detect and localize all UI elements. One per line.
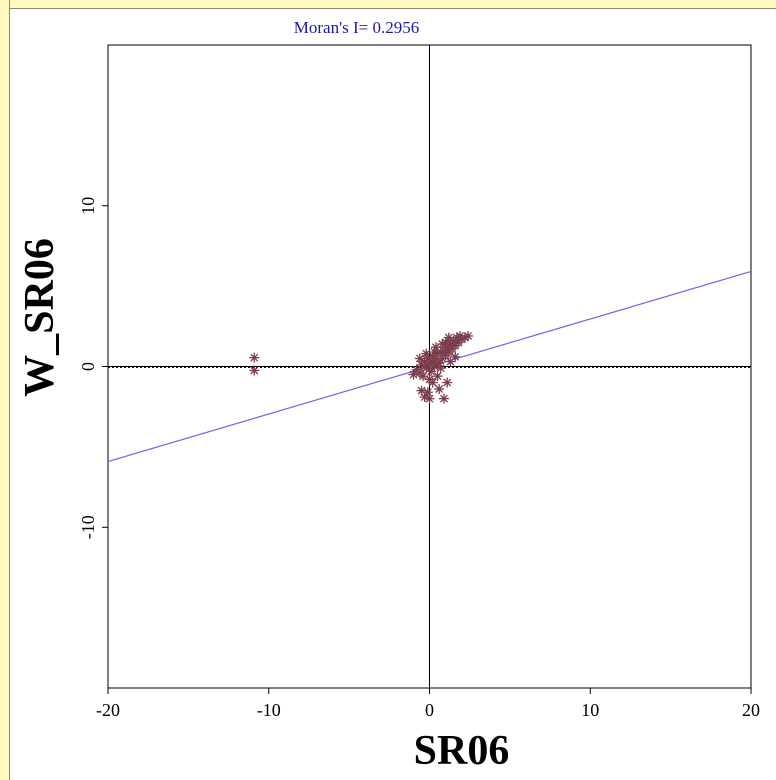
data-point-stroke [436,364,445,373]
y-tick-label: 0 [78,362,98,371]
data-point [249,365,260,376]
x-axis-label: SR06 [414,728,510,774]
data-point [430,342,441,353]
window-frame-left [0,0,10,780]
data-point-stroke [423,354,432,363]
data-point-stroke [420,393,429,402]
data-point-stroke [443,378,452,387]
x-tick-label: 10 [581,700,599,720]
data-point [442,377,453,388]
data-point-stroke [423,388,432,397]
data-point-stroke [430,362,439,371]
plot-panel: -20 -10 0 10 20 -10 0 10 Moran's I= 0.2956 SR06… [10,9,776,780]
data-point-stroke [444,333,453,342]
data-point-stroke [419,372,428,381]
data-point-stroke [456,331,465,340]
data-point-stroke [440,394,448,403]
y-axis-label: W_SR06 [17,238,63,397]
data-point-stroke [464,331,473,340]
chart-title: Moran's I= 0.2956 [294,18,420,37]
data-point [414,353,425,364]
y-tick-label: 10 [78,197,98,215]
data-point [432,371,443,382]
data-point [434,384,445,395]
data-point-stroke [422,349,431,358]
data-point-stroke [430,348,439,356]
data-point [421,348,432,359]
data-point [249,352,260,363]
x-tick-label: -20 [96,700,120,720]
data-point-stroke [431,343,440,352]
window-frame-top [0,0,776,9]
data-point [438,393,449,404]
data-point-stroke [409,370,418,379]
data-point [421,363,432,374]
data-point-stroke [451,352,460,361]
data-point-stroke [415,354,424,363]
data-point-stroke [250,353,259,362]
data-point-stroke [417,386,426,395]
x-tick-label: 0 [425,700,434,720]
data-point [450,351,461,362]
data-points [249,330,474,404]
data-point-stroke [422,364,431,373]
data-point-stroke [428,378,437,387]
data-point [422,387,433,398]
x-tick-label: 20 [742,700,760,720]
data-point [463,330,474,341]
data-point-stroke [435,359,444,368]
data-point [427,377,438,388]
data-point-stroke [250,366,259,375]
data-point-stroke [428,357,437,366]
y-tick-label: -10 [78,515,98,539]
data-point-stroke [433,372,442,381]
data-point [443,332,454,343]
data-point-stroke [435,385,444,393]
data-point [427,356,438,367]
data-point [424,393,435,404]
moran-scatterplot[interactable]: -20 -10 0 10 20 -10 0 10 Moran's I= 0.2956 SR06… [10,9,776,780]
data-point [435,363,446,374]
data-point-stroke [425,394,434,403]
data-point [440,337,451,348]
data-point-stroke [441,338,450,347]
x-tick-label: -10 [257,700,281,720]
axis-ticks: -20 -10 0 10 20 -10 0 10 [78,197,760,720]
data-point-stroke [427,367,436,376]
